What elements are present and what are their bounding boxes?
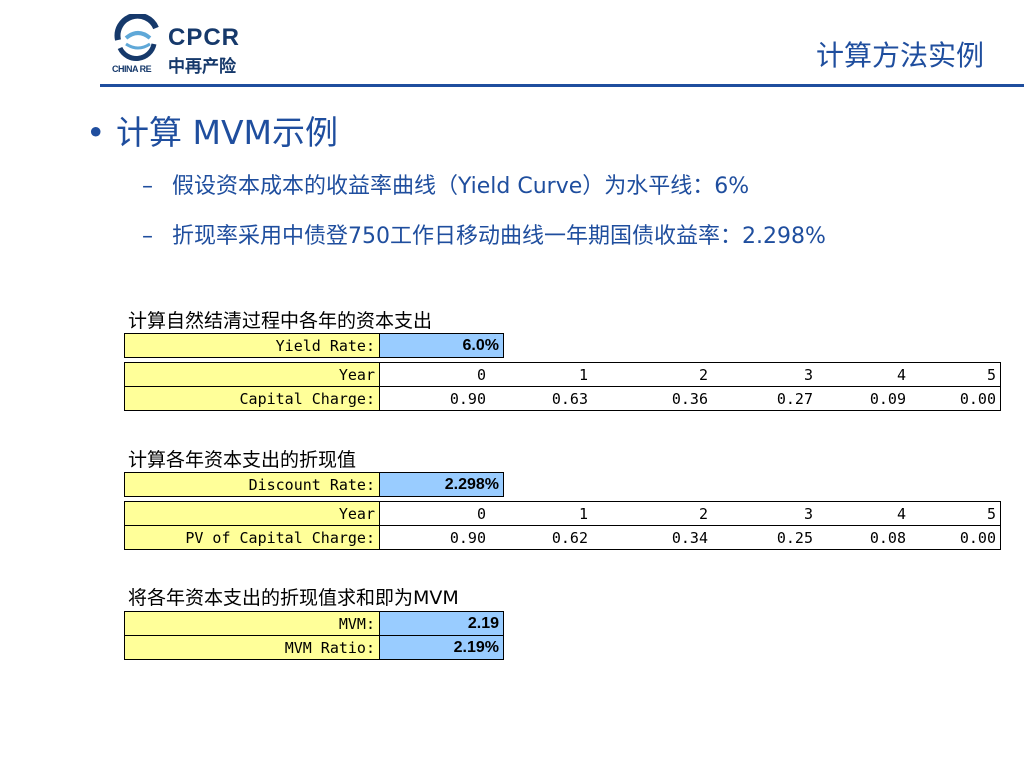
table-row: PV of Capital Charge: 0.90 0.62 0.34 0.2…: [124, 525, 1001, 550]
company-logo: CPCR 中再产险 CHINA RE: [110, 14, 270, 77]
mvm-table: MVM: 2.19 MVM Ratio: 2.19%: [124, 611, 504, 660]
year-cell: 2: [592, 362, 712, 387]
sub-item-text: 假设资本成本的收益率曲线（Yield Curve）为水平线：6%: [172, 174, 750, 199]
dash-icon: –: [142, 224, 153, 249]
mvm-value: 2.19: [379, 611, 504, 636]
year-cell: 3: [712, 362, 817, 387]
pv-label: PV of Capital Charge:: [124, 525, 380, 550]
sub-item-text: 折现率采用中债登750工作日移动曲线一年期国债收益率：2.298%: [172, 224, 826, 249]
table-row: Capital Charge: 0.90 0.63 0.36 0.27 0.09…: [124, 386, 1001, 411]
pv-table: Discount Rate: 2.298%: [124, 472, 504, 497]
value-cell: 0.00: [910, 525, 1001, 550]
value-cell: 0.34: [592, 525, 712, 550]
year-cell: 5: [910, 362, 1001, 387]
table3-caption: 将各年资本支出的折现值求和即为MVM: [128, 587, 459, 609]
bullet-icon: •: [86, 113, 106, 152]
value-cell: 0.00: [910, 386, 1001, 411]
table-row: Year 0 1 2 3 4 5: [124, 362, 1001, 387]
value-cell: 0.90: [379, 386, 490, 411]
year-cell: 2: [592, 501, 712, 526]
year-cell: 5: [910, 501, 1001, 526]
header-divider: [100, 84, 1024, 87]
mvm-ratio-value: 2.19%: [379, 635, 504, 660]
value-cell: 0.27: [712, 386, 817, 411]
capital-charge-years: Year 0 1 2 3 4 5 Capital Charge: 0.90 0.…: [124, 362, 1001, 411]
value-cell: 0.08: [817, 525, 910, 550]
year-cell: 0: [379, 362, 490, 387]
table2-caption: 计算各年资本支出的折现值: [128, 449, 357, 471]
discount-rate-label: Discount Rate:: [124, 472, 380, 497]
year-label: Year: [124, 501, 380, 526]
table-row: MVM: 2.19: [124, 611, 504, 636]
yield-rate-value[interactable]: 6.0%: [379, 333, 504, 358]
discount-rate-value[interactable]: 2.298%: [379, 472, 504, 497]
yield-rate-label: Yield Rate:: [124, 333, 380, 358]
table-row: MVM Ratio: 2.19%: [124, 635, 504, 660]
value-cell: 0.90: [379, 525, 490, 550]
dash-icon: –: [142, 174, 153, 199]
capital-charge-label: Capital Charge:: [124, 386, 380, 411]
sub-item-yield: – 假设资本成本的收益率曲线（Yield Curve）为水平线：6%: [142, 168, 749, 200]
year-cell: 0: [379, 501, 490, 526]
value-cell: 0.62: [490, 525, 592, 550]
mvm-ratio-label: MVM Ratio:: [124, 635, 380, 660]
year-cell: 1: [490, 501, 592, 526]
year-cell: 3: [712, 501, 817, 526]
value-cell: 0.09: [817, 386, 910, 411]
table1-caption: 计算自然结清过程中各年的资本支出: [128, 310, 433, 332]
year-cell: 4: [817, 501, 910, 526]
logo-name-cn: 中再产险: [168, 57, 236, 77]
sub-item-discount: – 折现率采用中债登750工作日移动曲线一年期国债收益率：2.298%: [142, 218, 826, 250]
year-cell: 4: [817, 362, 910, 387]
pv-years: Year 0 1 2 3 4 5 PV of Capital Charge: 0…: [124, 501, 1001, 550]
year-cell: 1: [490, 362, 592, 387]
logo-emblem-icon: [114, 14, 159, 61]
table-row: Year 0 1 2 3 4 5: [124, 501, 1001, 526]
value-cell: 0.25: [712, 525, 817, 550]
value-cell: 0.63: [490, 386, 592, 411]
main-bullet-text: 计算 MVM示例: [116, 113, 339, 152]
mvm-label: MVM:: [124, 611, 380, 636]
value-cell: 0.36: [592, 386, 712, 411]
capital-charge-table: Yield Rate: 6.0%: [124, 333, 504, 358]
slide-title: 计算方法实例: [815, 39, 984, 72]
logo-brand: CPCR: [168, 24, 241, 51]
main-bullet: • 计算 MVM示例: [86, 106, 338, 154]
logo-sub: CHINA RE: [112, 64, 152, 74]
year-label: Year: [124, 362, 380, 387]
